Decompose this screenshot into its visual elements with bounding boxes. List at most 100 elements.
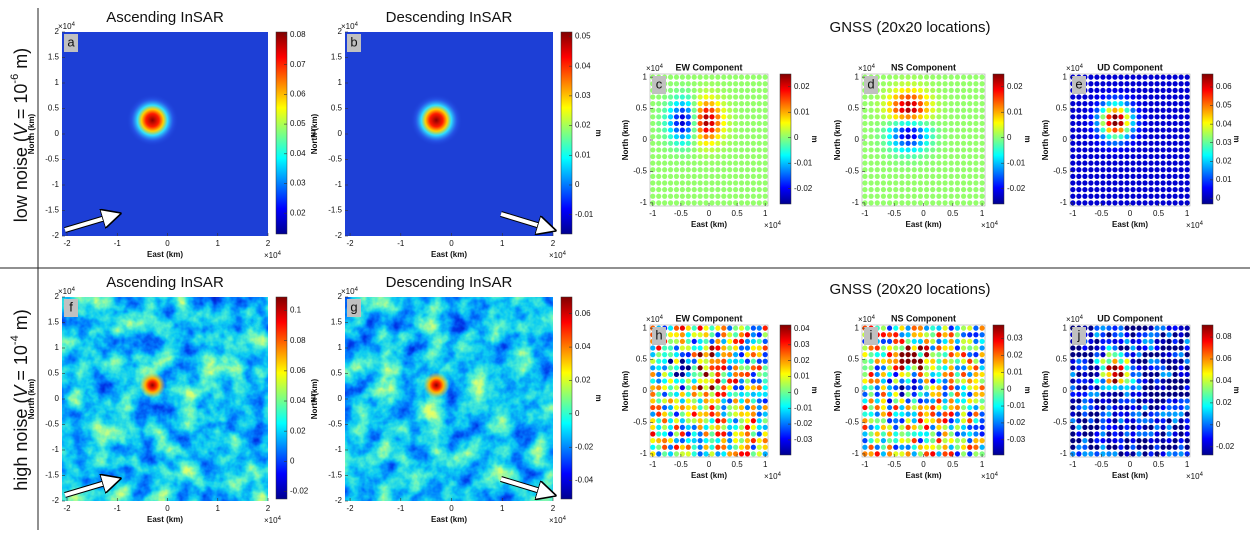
gnss-station (886, 94, 893, 100)
gnss-station (936, 81, 942, 87)
gnss-station (930, 140, 936, 146)
gnss-station (960, 101, 967, 107)
gnss-station (960, 365, 967, 371)
gnss-station (727, 451, 733, 457)
gnss-station (979, 371, 985, 378)
gnss-station (1160, 352, 1166, 358)
gnss-station (709, 451, 715, 457)
gnss-station (1142, 418, 1148, 424)
gnss-station (954, 438, 961, 444)
gnss-station (709, 424, 715, 430)
gnss-station (880, 444, 887, 450)
gnss-station (709, 371, 715, 378)
gnss-station (744, 398, 751, 404)
gnss-station (1154, 153, 1160, 160)
row-label-prefix: high noise ( (11, 398, 31, 491)
gnss-station (756, 74, 762, 80)
gnss-station (905, 444, 911, 450)
gnss-station (762, 371, 768, 378)
gnss-station (973, 160, 979, 166)
gnss-station (1178, 332, 1184, 338)
gnss-station (1076, 167, 1082, 173)
gnss-station (911, 153, 917, 160)
x-tick-label: -1 (861, 209, 869, 218)
gnss-station (1160, 193, 1166, 199)
multiplier-exp: 4 (995, 472, 999, 478)
gnss-station (1118, 187, 1124, 193)
gnss-station (762, 120, 768, 127)
gnss-station (1136, 404, 1142, 411)
gnss-station (709, 187, 715, 193)
y-tick-label: -0.5 (1053, 418, 1067, 427)
colorbar-tick-label: -0.02 (794, 184, 813, 193)
gnss-station (1106, 325, 1112, 331)
x-tick-label: 0.5 (732, 460, 744, 469)
gnss-station (721, 81, 727, 87)
gnss-station (979, 385, 985, 391)
gnss-station (727, 404, 733, 411)
gnss-station (673, 385, 680, 391)
gnss-station (1130, 134, 1136, 140)
gnss-station (1124, 385, 1130, 391)
gnss-station (679, 345, 685, 351)
x-axis-label: East (km) (147, 515, 183, 524)
gnss-station (685, 424, 691, 430)
look-direction-arrow (64, 216, 112, 232)
gnss-station (948, 187, 954, 193)
gnss-station (899, 391, 905, 397)
gnss-station (942, 140, 948, 146)
gnss-station (923, 147, 930, 153)
gnss-station (862, 193, 868, 199)
gnss-station (1166, 187, 1172, 193)
gnss-station (1088, 378, 1094, 384)
gnss-station (756, 385, 762, 391)
gnss-station (1100, 338, 1106, 344)
multiplier-exp: 4 (72, 22, 76, 28)
colorbar-tick-label: 0.06 (1216, 82, 1232, 91)
gnss-station (936, 398, 942, 404)
gnss-station (709, 153, 715, 160)
gnss-station (679, 424, 685, 430)
gnss-station (1100, 332, 1106, 338)
gnss-station (905, 167, 911, 173)
gnss-station (662, 365, 668, 371)
gnss-station (923, 345, 930, 351)
gnss-station (697, 94, 703, 100)
gnss-station (1142, 338, 1148, 344)
gnss-station (874, 444, 880, 450)
gnss-station (703, 114, 709, 120)
gnss-station (656, 385, 662, 391)
gnss-station (905, 180, 911, 186)
gnss-station (1076, 358, 1082, 364)
y-tick-label: 1 (338, 343, 343, 352)
multiplier-base: ×10 (764, 221, 778, 230)
gnss-station (1070, 438, 1076, 444)
gnss-station (691, 325, 697, 331)
gnss-station (960, 358, 967, 364)
gnss-station (656, 352, 662, 358)
gnss-station (1148, 352, 1154, 358)
gnss-station (874, 358, 880, 364)
gnss-station (886, 378, 893, 384)
gnss-station (1112, 438, 1118, 444)
gnss-station (979, 114, 985, 120)
plot-area (649, 324, 769, 458)
gnss-station (733, 332, 739, 338)
gnss-station (948, 160, 954, 166)
gnss-station (880, 398, 887, 404)
gnss-station (911, 147, 917, 153)
gnss-station (954, 134, 961, 140)
gnss-station (662, 424, 668, 430)
gnss-station (862, 107, 868, 113)
x-tick-label: 0.5 (1153, 460, 1165, 469)
gnss-station (1094, 424, 1100, 430)
gnss-station (715, 345, 721, 351)
gnss-station (954, 127, 961, 133)
gnss-station (1118, 398, 1124, 404)
gnss-station (721, 325, 727, 331)
gnss-station (697, 173, 703, 179)
gnss-station (979, 153, 985, 160)
gnss-station (893, 187, 899, 193)
gnss-station (1154, 378, 1160, 384)
